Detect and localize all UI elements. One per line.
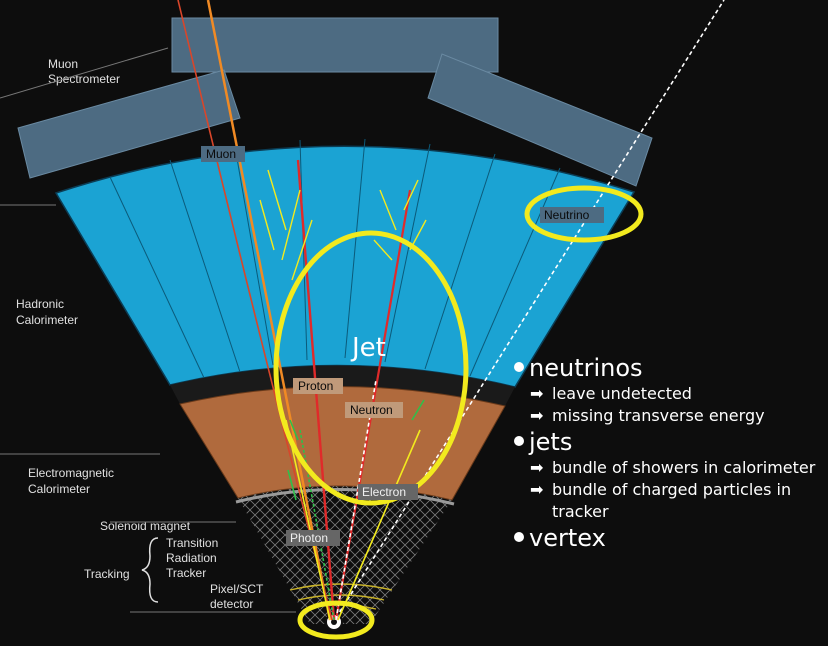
photon-particle-label: Photon <box>290 531 328 545</box>
em-calorimeter <box>179 385 506 501</box>
tracking-label: Tracking <box>84 567 130 581</box>
proton-particle-label: Proton <box>298 379 333 393</box>
neutrino-particle-label: Neutrino <box>544 208 590 222</box>
note-neutrinos: neutrinos <box>514 353 828 383</box>
muon-chamber-left <box>17 69 241 179</box>
pixel-label-2: detector <box>210 597 253 611</box>
annotation-list: neutrinos ➡ leave undetected ➡ missing trans… <box>514 353 828 553</box>
tracking-brace <box>141 537 159 603</box>
note-title: neutrinos <box>529 354 643 382</box>
hadronic-calorimeter-label-1: Hadronic <box>16 297 64 311</box>
arrow-right-icon: ➡ <box>530 480 544 499</box>
jet-label: Jet <box>350 333 386 363</box>
bullet-dot-icon <box>514 436 524 446</box>
vertex-ellipse <box>297 600 375 640</box>
arrow-right-icon: ➡ <box>530 384 544 403</box>
photon-track <box>285 419 331 621</box>
muon-spectrometer-label-2: Spectrometer <box>48 72 120 86</box>
note-item-text: bundle of showers in calorimeter <box>552 458 816 477</box>
particle-labels: Muon Neutrino Proton Neutron Electron Ph… <box>201 146 604 546</box>
note-item: ➡ bundle of charged particles in tracker <box>530 479 822 523</box>
note-item-text: missing transverse energy <box>552 406 765 425</box>
arrow-right-icon: ➡ <box>530 458 544 477</box>
pixel-label-1: Pixel/SCT <box>210 582 264 596</box>
neutron-particle-label: Neutron <box>350 403 393 417</box>
photon-dashed <box>299 429 335 621</box>
note-item-text: leave undetected <box>552 384 692 403</box>
note-item-text: bundle of charged particles in tracker <box>552 480 792 521</box>
jet-ellipse <box>273 230 469 506</box>
muon-spectrometer-label-1: Muon <box>48 57 78 71</box>
solenoid-label: Solenoid magnet <box>100 519 191 533</box>
note-jets: jets <box>514 427 828 457</box>
muon-track <box>206 0 332 621</box>
em-calorimeter-label-1: Electromagnetic <box>28 466 114 480</box>
neutrino-track <box>335 0 725 619</box>
note-title: vertex <box>529 524 606 552</box>
note-item: ➡ bundle of showers in calorimeter <box>530 457 822 479</box>
trt-label-3: Tracker <box>166 566 206 580</box>
electron-particle-label: Electron <box>362 485 406 499</box>
muon-particle-label: Muon <box>206 147 236 161</box>
note-title: jets <box>529 428 573 456</box>
structure-labels: Muon Spectrometer Hadronic Calorimeter E… <box>0 47 296 613</box>
arrow-right-icon: ➡ <box>530 406 544 425</box>
neutrino-ellipse <box>524 185 644 243</box>
bullet-dot-icon <box>514 532 524 542</box>
note-item: ➡ missing transverse energy <box>530 405 822 427</box>
bullet-dot-icon <box>514 362 524 372</box>
trt-label-2: Radiation <box>166 551 217 565</box>
muon-chamber-right <box>427 53 653 187</box>
trt-label-1: Transition <box>166 536 218 550</box>
note-item: ➡ leave undetected <box>530 383 822 405</box>
em-calorimeter-label-2: Calorimeter <box>28 482 90 496</box>
note-vertex: vertex <box>514 523 828 553</box>
electron-track <box>337 429 421 621</box>
highlight-rings <box>273 185 644 640</box>
muon-chambers <box>17 17 653 187</box>
hadronic-calorimeter-label-2: Calorimeter <box>16 313 78 327</box>
